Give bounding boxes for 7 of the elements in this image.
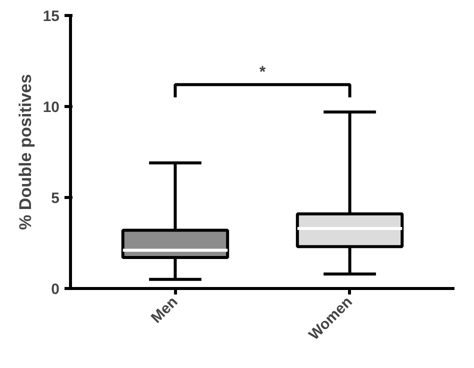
y-tick-label: 0 <box>51 281 60 298</box>
annotation: * <box>259 64 266 82</box>
y-tick-label: 10 <box>42 99 60 116</box>
x-tick-label: Men <box>148 293 182 327</box>
y-axis-title: % Double positives <box>16 74 35 230</box>
y-tick-label: 15 <box>42 8 60 25</box>
y-tick-label: 5 <box>51 190 60 207</box>
